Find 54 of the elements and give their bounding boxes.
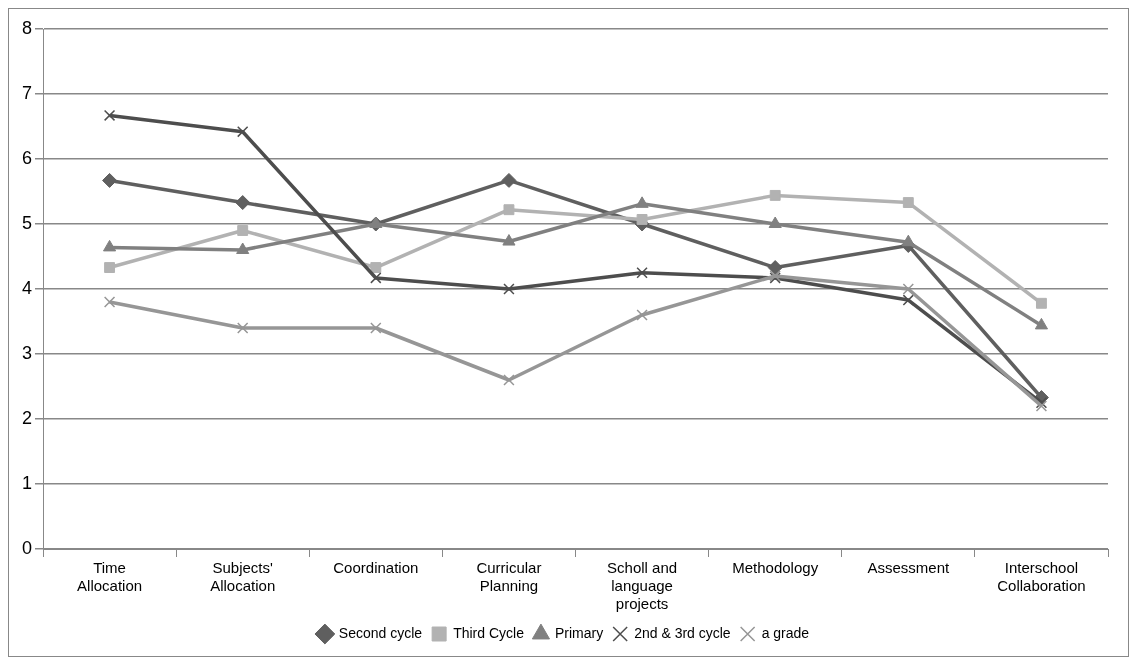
y-tick-label: 8 <box>22 17 33 38</box>
point <box>237 126 249 138</box>
point <box>370 322 382 334</box>
point <box>370 272 382 284</box>
x-tick-label: Interschool Collaboration <box>997 559 1086 595</box>
point <box>902 283 915 295</box>
point <box>235 195 251 211</box>
point <box>902 197 914 208</box>
y-tick-label: 4 <box>22 277 33 298</box>
legend-label: a grade <box>761 624 810 641</box>
point <box>767 260 783 276</box>
legend-label: Third Cycle <box>453 624 525 641</box>
point <box>104 262 116 273</box>
x-tick-label: Time Allocation <box>77 559 143 595</box>
point <box>503 374 515 386</box>
point <box>503 204 515 216</box>
legend-label: Primary <box>554 624 604 641</box>
y-tick-label: 3 <box>22 342 33 363</box>
point <box>102 172 118 188</box>
y-tick-label: 7 <box>22 82 33 103</box>
x-tick-label: Methodology <box>732 559 819 577</box>
point <box>103 239 117 252</box>
point <box>103 109 116 122</box>
point <box>635 196 649 208</box>
point <box>1034 317 1048 330</box>
y-tick-label: 5 <box>22 212 33 233</box>
x-tick-label: Assessment <box>867 559 950 577</box>
point <box>502 234 516 246</box>
point <box>501 172 517 188</box>
point <box>636 309 648 321</box>
legend-label: 2nd & 3rd cycle <box>634 624 731 641</box>
point <box>1035 297 1047 309</box>
point <box>901 234 915 247</box>
point <box>236 242 250 254</box>
y-tick-label: 2 <box>22 407 33 428</box>
x-tick-label: Curricular Planning <box>476 559 542 595</box>
point <box>636 214 648 225</box>
point <box>503 283 515 295</box>
point <box>769 189 781 201</box>
x-tick-label: Coordination <box>333 559 419 577</box>
x-tick-label: Subjects' Allocation <box>210 559 276 595</box>
x-tick-label: Scholl and language projects <box>607 559 678 613</box>
point <box>768 216 782 228</box>
point <box>237 225 249 236</box>
point <box>370 262 382 273</box>
y-tick-label: 1 <box>22 472 33 493</box>
legend-label: Second cycle <box>338 624 423 641</box>
y-tick-label: 0 <box>22 537 33 558</box>
y-tick-label: 6 <box>22 147 33 168</box>
point <box>237 322 249 334</box>
point <box>103 296 116 308</box>
point <box>636 267 648 279</box>
point <box>369 216 383 228</box>
point <box>902 294 915 306</box>
